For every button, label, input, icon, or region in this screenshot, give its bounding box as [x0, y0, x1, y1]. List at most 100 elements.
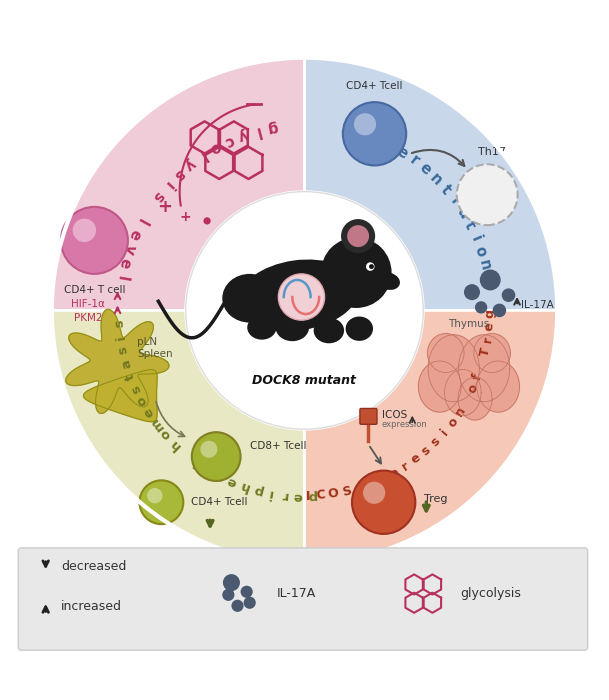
Text: IL-17A: IL-17A — [521, 300, 554, 310]
Text: O: O — [327, 486, 340, 501]
Text: h: h — [238, 478, 251, 493]
Text: s: s — [171, 165, 187, 182]
Ellipse shape — [346, 316, 373, 341]
Circle shape — [192, 432, 241, 481]
Circle shape — [186, 192, 423, 429]
Text: e: e — [394, 144, 410, 162]
Circle shape — [321, 237, 392, 308]
Circle shape — [203, 217, 211, 225]
Text: c: c — [222, 132, 236, 149]
Text: CD8+ Tcell: CD8+ Tcell — [250, 440, 306, 451]
Text: l: l — [253, 122, 262, 139]
Circle shape — [493, 304, 505, 316]
Text: o: o — [465, 382, 481, 396]
Text: p: p — [251, 482, 264, 498]
Circle shape — [139, 480, 183, 524]
Text: r: r — [481, 335, 495, 344]
Text: l: l — [191, 454, 202, 468]
Text: l: l — [114, 274, 129, 282]
Text: e: e — [365, 476, 378, 491]
Text: h: h — [167, 436, 183, 452]
Circle shape — [61, 207, 128, 274]
Text: PKM2: PKM2 — [74, 314, 102, 323]
Text: Th17: Th17 — [478, 147, 506, 157]
Circle shape — [347, 225, 369, 247]
Polygon shape — [445, 370, 481, 416]
Text: s: s — [420, 443, 434, 458]
Circle shape — [354, 113, 376, 135]
FancyBboxPatch shape — [360, 409, 377, 424]
Circle shape — [465, 285, 479, 300]
Polygon shape — [418, 361, 461, 412]
Text: s: s — [113, 319, 126, 328]
Ellipse shape — [377, 272, 400, 290]
Text: l: l — [196, 148, 209, 163]
Text: a: a — [119, 357, 134, 370]
Text: i: i — [447, 195, 462, 207]
Text: +: + — [180, 210, 192, 224]
Text: Treg: Treg — [424, 494, 448, 504]
Ellipse shape — [222, 274, 277, 323]
Text: expression: expression — [382, 421, 428, 429]
Circle shape — [502, 289, 515, 301]
Text: n: n — [427, 170, 445, 188]
Text: x: x — [376, 471, 389, 486]
Polygon shape — [428, 335, 479, 402]
Circle shape — [343, 102, 406, 165]
Ellipse shape — [314, 318, 344, 343]
Circle shape — [457, 164, 518, 225]
Text: CD4+ Tcell: CD4+ Tcell — [191, 497, 247, 508]
Circle shape — [278, 274, 325, 320]
Text: t: t — [461, 218, 478, 232]
Polygon shape — [83, 370, 157, 421]
Text: +: + — [157, 198, 172, 216]
Text: i: i — [438, 426, 451, 438]
Text: e: e — [483, 322, 496, 331]
Text: IL-17A: IL-17A — [277, 587, 316, 600]
Circle shape — [231, 600, 244, 612]
Circle shape — [366, 262, 375, 271]
Text: s: s — [128, 382, 144, 395]
Text: m: m — [148, 414, 166, 433]
Text: a: a — [200, 461, 214, 477]
Text: o: o — [208, 139, 224, 156]
Text: s: s — [116, 345, 130, 356]
FancyBboxPatch shape — [18, 548, 588, 650]
Text: DOCK8 mutant: DOCK8 mutant — [253, 374, 356, 387]
Text: s: s — [429, 435, 443, 449]
Text: i: i — [267, 486, 274, 500]
Polygon shape — [474, 334, 510, 372]
Text: r: r — [280, 488, 288, 502]
Text: e: e — [409, 451, 424, 466]
Polygon shape — [477, 361, 519, 412]
Text: y: y — [236, 127, 250, 144]
Text: e: e — [126, 228, 144, 242]
Text: f: f — [471, 372, 485, 382]
Ellipse shape — [275, 314, 309, 341]
Circle shape — [200, 441, 217, 458]
Text: v: v — [121, 242, 138, 256]
Text: p: p — [306, 489, 316, 503]
Text: o: o — [472, 244, 490, 259]
Text: r: r — [400, 459, 412, 473]
Text: decreased: decreased — [61, 560, 126, 573]
Text: r: r — [213, 468, 225, 483]
Circle shape — [481, 270, 500, 290]
Wedge shape — [52, 57, 304, 310]
Polygon shape — [428, 334, 464, 372]
Text: r: r — [407, 152, 421, 169]
Text: i: i — [161, 178, 175, 192]
Circle shape — [223, 574, 240, 592]
Text: e: e — [417, 160, 434, 178]
Polygon shape — [66, 309, 169, 414]
Text: e: e — [225, 473, 238, 489]
Text: s: s — [150, 188, 167, 204]
Text: e: e — [293, 489, 302, 503]
Text: o: o — [135, 393, 150, 408]
Wedge shape — [304, 57, 557, 310]
Text: Thymus: Thymus — [448, 318, 490, 329]
Text: pLN: pLN — [137, 337, 157, 347]
Text: t: t — [438, 182, 454, 197]
Circle shape — [363, 482, 385, 504]
Text: n: n — [452, 405, 468, 419]
